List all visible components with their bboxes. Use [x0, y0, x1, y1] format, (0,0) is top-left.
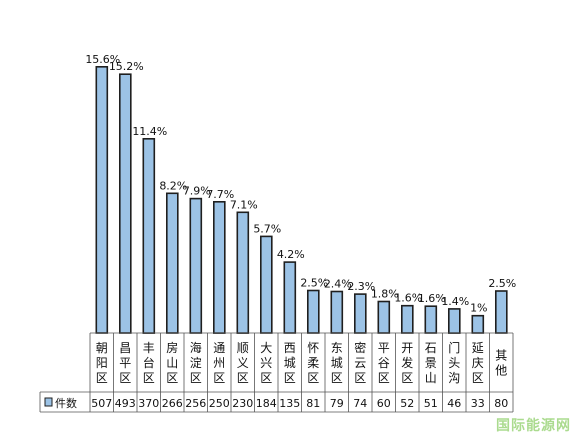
bar-7: [259, 235, 273, 334]
bars-layer: [95, 66, 508, 334]
category-label-2: 丰台区: [143, 341, 155, 385]
category-label-5: 通州区: [213, 341, 225, 385]
count-value-9: 81: [306, 397, 320, 410]
category-label-13: 开发区: [401, 341, 413, 385]
percent-label-15: 1.4%: [441, 295, 469, 308]
percent-label-1: 15.2%: [109, 60, 144, 73]
count-value-0: 507: [91, 397, 112, 410]
legend-swatch: [44, 397, 53, 407]
count-value-14: 51: [424, 397, 438, 410]
count-value-15: 46: [447, 397, 461, 410]
bar-13: [400, 304, 414, 334]
count-value-8: 135: [279, 397, 300, 410]
count-value-3: 266: [162, 397, 183, 410]
category-label-11: 密云区: [354, 340, 366, 385]
bar-12: [377, 300, 391, 334]
category-label-3: 房山区: [166, 340, 178, 385]
count-value-2: 370: [138, 397, 159, 410]
bar-5: [213, 201, 226, 334]
percent-label-9: 2.5%: [300, 277, 328, 290]
category-label-6: 顺义区: [237, 341, 249, 385]
count-value-13: 52: [400, 397, 414, 410]
count-value-6: 230: [232, 397, 253, 410]
percent-label-12: 1.8%: [371, 288, 399, 301]
watermark-logo: 国际能源网: [496, 418, 571, 434]
category-label-7: 大兴区: [260, 341, 272, 385]
category-label-17: 其他: [495, 349, 507, 378]
bar-0: [95, 66, 109, 334]
percent-label-17: 2.5%: [488, 277, 516, 290]
count-value-5: 250: [209, 397, 230, 410]
bar-4: [189, 197, 203, 334]
percent-label-4: 7.9%: [183, 185, 211, 198]
percent-label-6: 7.1%: [230, 198, 258, 211]
category-label-8: 西城区: [284, 341, 296, 385]
bar-2: [142, 138, 156, 334]
percent-label-11: 2.3%: [347, 280, 375, 293]
count-value-1: 493: [115, 397, 136, 410]
percent-label-5: 7.7%: [206, 188, 234, 201]
percent-label-16: 1%: [470, 302, 487, 315]
data-table: 朝阳区 507 昌平区 493 丰台区 370 房山区 266 海淀区 256 通州区 250 顺义区 2…: [39, 332, 514, 413]
bar-10: [330, 290, 344, 334]
percent-label-14: 1.6%: [418, 292, 446, 305]
bar-15: [447, 308, 461, 334]
count-value-7: 184: [256, 397, 277, 410]
percent-label-7: 5.7%: [253, 222, 281, 235]
category-label-15: 门头沟: [448, 340, 460, 385]
count-value-11: 74: [353, 397, 367, 410]
bar-1: [119, 73, 132, 334]
percent-label-2: 11.4%: [132, 125, 167, 138]
category-label-12: 平谷区: [378, 341, 390, 385]
bar-16: [471, 314, 485, 334]
bar-6: [236, 211, 250, 334]
count-value-4: 256: [185, 397, 206, 410]
bar-14: [424, 305, 438, 334]
bar-8: [283, 261, 297, 334]
category-label-0: 朝阳区: [96, 341, 108, 385]
percent-label-3: 8.2%: [159, 179, 187, 192]
category-label-9: 怀柔区: [307, 341, 319, 385]
bar-3: [166, 192, 179, 334]
bar-17: [494, 290, 508, 334]
count-value-17: 80: [494, 397, 508, 410]
percent-label-8: 4.2%: [277, 248, 305, 261]
bar-11: [353, 293, 367, 334]
percent-labels-layer: 15.6%15.2% 11.4% 8.2%7.9%7.7%7.1% 5.7% 4.2% 2…: [85, 53, 516, 315]
category-label-14: 石景山: [425, 341, 437, 385]
legend-label: 件数: [55, 397, 77, 410]
bar-9: [306, 289, 320, 334]
percent-label-0: 15.6%: [85, 53, 120, 66]
category-label-16: 延庆区: [472, 341, 484, 385]
count-value-12: 60: [377, 397, 391, 410]
count-value-16: 33: [471, 397, 485, 410]
percent-label-13: 1.6%: [394, 292, 422, 305]
category-label-1: 昌平区: [119, 341, 131, 385]
category-label-4: 海淀区: [190, 340, 202, 385]
category-label-10: 东城区: [331, 341, 343, 385]
count-value-10: 79: [330, 397, 344, 410]
percent-label-10: 2.4%: [324, 278, 352, 291]
